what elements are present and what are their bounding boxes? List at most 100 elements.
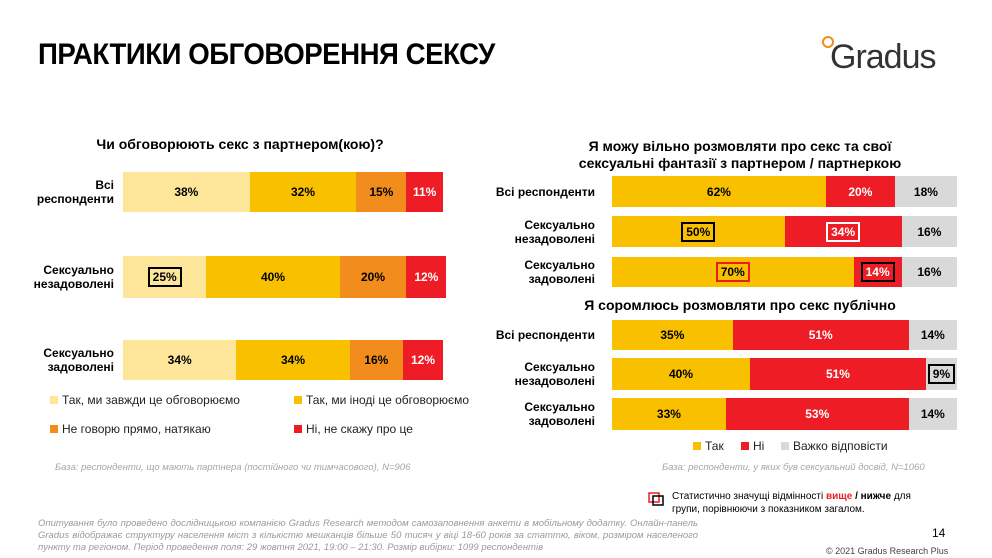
- category-label: Сексуально незадоволені: [514, 360, 595, 388]
- bar-segment: 33%: [612, 398, 726, 430]
- bar-segment: 34%: [236, 340, 350, 380]
- legend-item: Так, ми завжди це обговорюємо: [50, 393, 240, 407]
- legend-label: Ні: [753, 439, 765, 453]
- bar-segment: 62%: [612, 176, 826, 207]
- legend-swatch: [781, 442, 789, 450]
- bar-segment: 50%: [612, 216, 785, 247]
- bar-segment: 35%: [612, 320, 733, 350]
- value-label: 16%: [364, 353, 389, 367]
- logo: Gradus: [830, 38, 936, 76]
- category-label: Сексуально незадоволені: [514, 217, 595, 246]
- value-label: 16%: [917, 265, 942, 279]
- bar-segment: 12%: [406, 256, 447, 298]
- bar-segment: 40%: [206, 256, 340, 298]
- category-label: Всі респонденти: [495, 184, 595, 199]
- legend-item: Важко відповісти: [781, 439, 888, 453]
- legend-item: Так, ми іноді це обговорюємо: [294, 393, 469, 407]
- legend-label: Ні, не скажу про це: [306, 422, 413, 436]
- methodology: Опитування було проведено дослідницькою …: [38, 518, 698, 553]
- value-label: 9%: [927, 364, 956, 384]
- value-label: 15%: [369, 185, 394, 199]
- bar-segment: 18%: [894, 176, 957, 207]
- value-label: 50%: [681, 221, 716, 242]
- legend-item: Ні, не скажу про це: [294, 422, 413, 436]
- chart-title: Чи обговорюють секс з партнером(кою)?: [96, 136, 384, 152]
- value-label: 14%: [920, 328, 945, 342]
- chart-title: Я можу вільно розмовляти про секс та сво…: [578, 138, 902, 171]
- copyright: © 2021 Gradus Research Plus: [826, 546, 949, 556]
- legend-swatch: [50, 396, 58, 404]
- value-label: 32%: [290, 185, 315, 199]
- value-label: 20%: [848, 184, 873, 199]
- legend-swatch: [693, 442, 701, 450]
- value-label: 16%: [917, 224, 942, 239]
- value-label: 34%: [826, 221, 861, 242]
- bar-segment: 16%: [901, 257, 957, 287]
- value-label: 11%: [412, 185, 437, 199]
- legend-label: Не говорю прямо, натякаю: [62, 422, 211, 436]
- value-label: 12%: [414, 270, 439, 284]
- bar-segment: 14%: [853, 257, 902, 287]
- value-label: 38%: [174, 185, 199, 199]
- value-label: 20%: [360, 270, 385, 284]
- bar-segment: 40%: [612, 358, 750, 390]
- bar-segment: 15%: [356, 172, 407, 212]
- note-higher: вище: [825, 491, 853, 502]
- category-label: Сексуально незадоволені: [33, 263, 114, 291]
- logo-mark: [822, 36, 834, 48]
- bar-segment: 20%: [825, 176, 895, 207]
- slide-title: ПРАКТИКИ ОБГОВОРЕННЯ СЕКСУ: [38, 38, 495, 71]
- value-label: 14%: [860, 262, 895, 282]
- category-label: Всі респонденти: [495, 328, 595, 342]
- legend-swatch: [294, 396, 302, 404]
- legend-swatch: [741, 442, 749, 450]
- legend-item: Так: [693, 439, 724, 453]
- value-label: 12%: [410, 353, 436, 367]
- bar-segment: 51%: [750, 358, 926, 390]
- bar-segment: 34%: [784, 216, 902, 247]
- significance-icon: [648, 492, 664, 506]
- value-label: 51%: [825, 367, 850, 381]
- category-label: Сексуально задоволені: [524, 400, 595, 428]
- bar-segment: 53%: [725, 398, 909, 430]
- base-note: База: респонденти, у яких був сексуальни…: [662, 462, 925, 473]
- value-label: 14%: [920, 407, 945, 421]
- value-label: 35%: [660, 328, 685, 342]
- legend-label: Так: [705, 439, 724, 453]
- value-label: 33%: [656, 407, 681, 421]
- legend-item: Ні: [741, 439, 764, 453]
- value-label: 53%: [805, 407, 830, 421]
- value-label: 18%: [913, 184, 938, 199]
- chart-title: Я соромлюсь розмовляти про секс публічно: [584, 297, 896, 313]
- category-label: Сексуально задоволені: [43, 346, 114, 374]
- value-label: 34%: [280, 353, 305, 367]
- bar-segment: 51%: [732, 320, 909, 350]
- note-separator: /: [855, 491, 858, 502]
- significance-note: Статистично значущі відмінності вище / н…: [672, 490, 922, 516]
- bar-segment: 11%: [406, 172, 443, 212]
- bar-segment: 32%: [249, 172, 357, 212]
- bar-segment: 12%: [403, 340, 443, 380]
- legend-label: Так, ми завжди це обговорюємо: [62, 393, 240, 407]
- legend-swatch: [50, 425, 58, 433]
- category-label: Всі респонденти: [36, 178, 114, 206]
- page-number: 14: [932, 526, 946, 540]
- base-note: База: респонденти, що мають партнера (по…: [55, 462, 411, 473]
- bar-segment: 16%: [901, 216, 957, 247]
- bar-segment: 20%: [339, 256, 407, 298]
- note-lower: нижче: [860, 491, 892, 502]
- category-label: Сексуально задоволені: [524, 258, 595, 286]
- bar-segment: 38%: [123, 172, 250, 212]
- note-text: Статистично значущі відмінності: [672, 491, 824, 502]
- legend-label: Важко відповісти: [793, 439, 888, 453]
- value-label: 25%: [147, 267, 182, 287]
- bar-segment: 70%: [612, 257, 854, 287]
- value-label: 40%: [668, 367, 694, 381]
- value-label: 62%: [706, 184, 731, 199]
- bar-segment: 16%: [349, 340, 403, 380]
- legend-item: Не говорю прямо, натякаю: [50, 422, 211, 436]
- bar-segment: 9%: [925, 358, 957, 390]
- value-label: 34%: [167, 353, 192, 367]
- bar-segment: 25%: [123, 256, 207, 298]
